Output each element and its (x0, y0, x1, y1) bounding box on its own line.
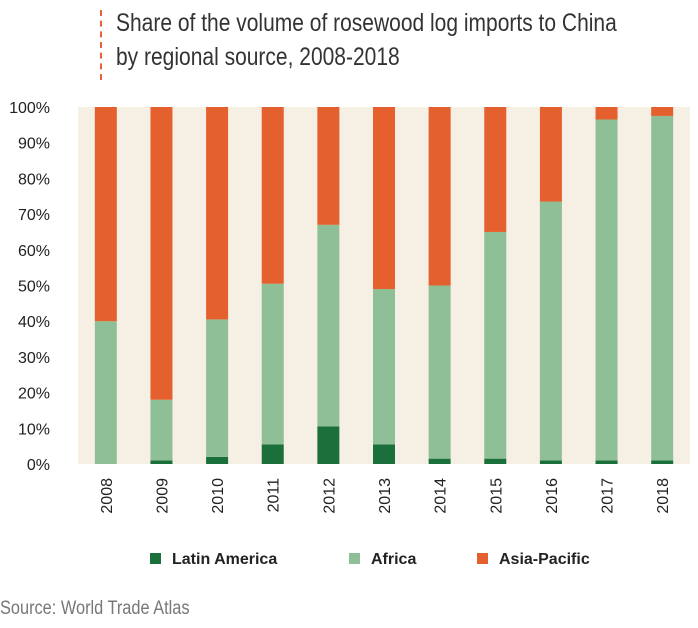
bar-segment-africa (539, 201, 562, 461)
legend-swatch-latin-america (150, 553, 161, 564)
x-tick-label: 2017 (600, 478, 617, 514)
legend-label-latin-america: Latin America (172, 551, 277, 568)
bar-segment-africa (317, 224, 340, 427)
bar-segment-latin-america (428, 458, 451, 464)
bar-segment-latin-america (595, 460, 618, 464)
bar-segment-africa (150, 399, 173, 461)
y-tick-label: 70% (18, 207, 50, 224)
bar-segment-latin-america (317, 426, 340, 464)
bar-segment-asia-pacific (317, 107, 340, 225)
bar-segment-asia-pacific (651, 107, 674, 116)
x-tick-label: 2014 (433, 478, 450, 514)
bar-segment-latin-america (150, 460, 173, 464)
bar-segment-latin-america (261, 444, 284, 464)
bar-segment-asia-pacific (94, 107, 117, 322)
bar-segment-latin-america (651, 460, 674, 464)
bar-segment-asia-pacific (484, 107, 507, 232)
bar-segment-africa (94, 321, 117, 464)
bar-segment-africa (373, 289, 395, 445)
x-tick-label: 2015 (488, 478, 505, 514)
legend-label-asia-pacific: Asia-Pacific (499, 551, 590, 568)
chart-title: Share of the volume of rosewood log impo… (100, 6, 698, 80)
x-tick-label: 2016 (544, 478, 561, 514)
y-tick-label: 100% (9, 100, 50, 117)
bar-segment-africa (595, 119, 618, 461)
x-tick-label: 2018 (655, 478, 672, 514)
bar-segment-africa (484, 231, 507, 459)
bar-segment-africa (651, 115, 674, 461)
bar-segment-latin-america (206, 456, 229, 464)
bar-segment-asia-pacific (261, 107, 284, 284)
source-note: Source: World Trade Atlas (0, 598, 190, 619)
y-tick-label: 30% (18, 350, 50, 367)
bar-segment-africa (261, 283, 284, 445)
x-tick-label: 2008 (99, 478, 116, 514)
chart-title-line-1: Share of the volume of rosewood log impo… (116, 9, 617, 37)
x-tick-label: 2013 (377, 478, 394, 514)
y-tick-label: 50% (18, 279, 50, 296)
bar-segment-latin-america (373, 444, 395, 464)
bar-segment-africa (206, 319, 229, 457)
y-tick-label: 10% (18, 421, 50, 438)
y-tick-label: 40% (18, 314, 50, 331)
bar-segment-africa (428, 285, 451, 459)
legend-swatch-africa (349, 553, 360, 564)
y-tick-label: 90% (18, 136, 50, 153)
y-tick-label: 0% (27, 457, 50, 474)
bar-segment-asia-pacific (595, 107, 618, 120)
legend-label-africa: Africa (371, 551, 416, 568)
bar-segment-asia-pacific (539, 107, 562, 202)
x-tick-label: 2010 (210, 478, 227, 514)
x-tick-label: 2009 (154, 478, 171, 514)
title-accent-rule (100, 10, 102, 80)
y-tick-label: 20% (18, 386, 50, 403)
bar-segment-latin-america (539, 460, 562, 464)
chart-title-text: Share of the volume of rosewood log impo… (116, 6, 617, 74)
bar-segment-latin-america (484, 458, 507, 464)
bar-segment-asia-pacific (373, 107, 395, 290)
x-tick-label: 2011 (266, 478, 283, 513)
bar-segment-asia-pacific (206, 107, 229, 320)
y-tick-label: 80% (18, 171, 50, 188)
bar-segment-asia-pacific (428, 107, 451, 286)
chart-title-line-2: by regional source, 2008-2018 (116, 43, 400, 71)
y-tick-label: 60% (18, 243, 50, 260)
legend-swatch-asia-pacific (477, 553, 488, 564)
x-tick-label: 2012 (321, 478, 338, 514)
stacked-bar-chart: 0% 10% 20% 30% 40% 50% 60% 70% 80% 90% 100% 2008 200… (9, 100, 690, 568)
bar-segment-asia-pacific (150, 107, 173, 400)
